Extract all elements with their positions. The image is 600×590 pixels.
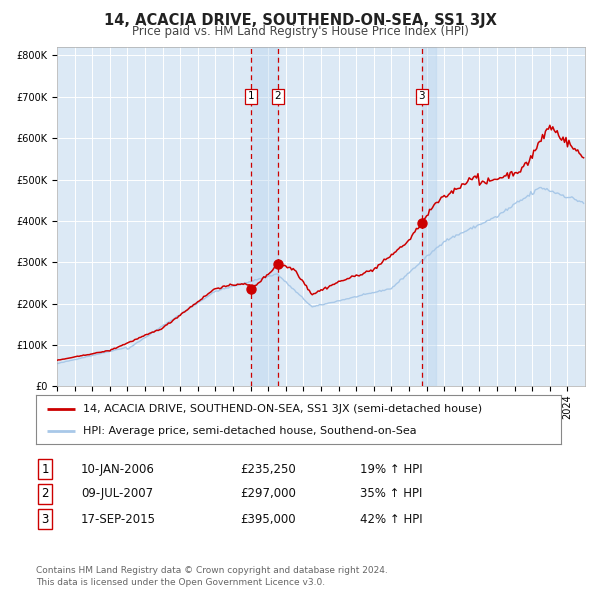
Text: 09-JUL-2007: 09-JUL-2007 <box>81 487 153 500</box>
Text: 17-SEP-2015: 17-SEP-2015 <box>81 513 156 526</box>
Text: 10-JAN-2006: 10-JAN-2006 <box>81 463 155 476</box>
Text: 1: 1 <box>41 463 49 476</box>
Text: 3: 3 <box>418 91 425 101</box>
Bar <box>251 47 278 386</box>
Text: 19% ↑ HPI: 19% ↑ HPI <box>360 463 422 476</box>
Text: 35% ↑ HPI: 35% ↑ HPI <box>360 487 422 500</box>
Text: 1: 1 <box>248 91 254 101</box>
Bar <box>422 47 436 386</box>
Text: HPI: Average price, semi-detached house, Southend-on-Sea: HPI: Average price, semi-detached house,… <box>83 426 417 436</box>
Text: 3: 3 <box>41 513 49 526</box>
Text: 2: 2 <box>41 487 49 500</box>
Text: £297,000: £297,000 <box>240 487 296 500</box>
Text: Price paid vs. HM Land Registry's House Price Index (HPI): Price paid vs. HM Land Registry's House … <box>131 25 469 38</box>
Text: £395,000: £395,000 <box>240 513 296 526</box>
Text: 42% ↑ HPI: 42% ↑ HPI <box>360 513 422 526</box>
Text: 2: 2 <box>274 91 281 101</box>
Text: £235,250: £235,250 <box>240 463 296 476</box>
Text: 14, ACACIA DRIVE, SOUTHEND-ON-SEA, SS1 3JX (semi-detached house): 14, ACACIA DRIVE, SOUTHEND-ON-SEA, SS1 3… <box>83 404 482 414</box>
Text: 14, ACACIA DRIVE, SOUTHEND-ON-SEA, SS1 3JX: 14, ACACIA DRIVE, SOUTHEND-ON-SEA, SS1 3… <box>104 13 496 28</box>
Text: Contains HM Land Registry data © Crown copyright and database right 2024.
This d: Contains HM Land Registry data © Crown c… <box>36 566 388 587</box>
